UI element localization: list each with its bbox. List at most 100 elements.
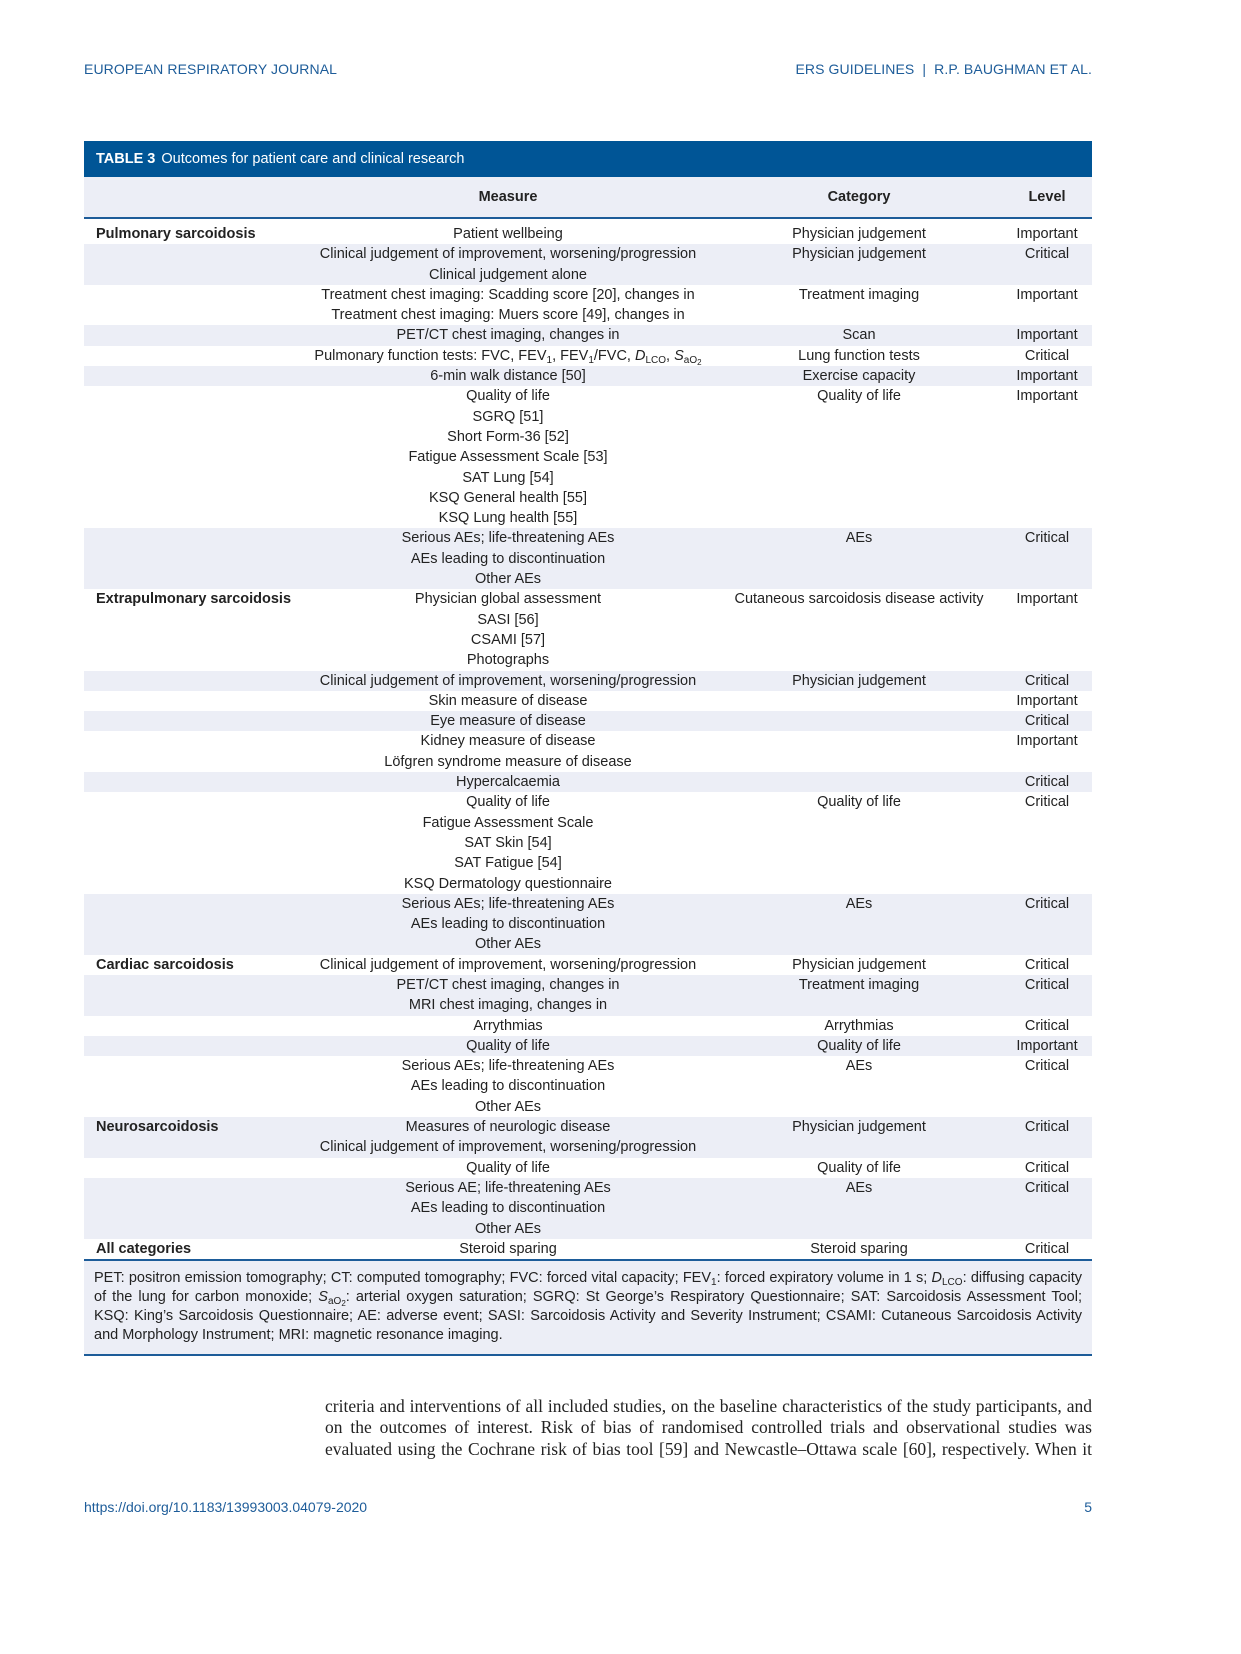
measure-line: Clinical judgement of improvement, worse… bbox=[319, 672, 697, 689]
level-cell: Important bbox=[1016, 368, 1078, 385]
level-cell: Critical bbox=[1024, 1179, 1070, 1196]
level-cell: Important bbox=[1016, 1037, 1078, 1054]
level-cell: Critical bbox=[1024, 976, 1070, 993]
measure-line: PET/CT chest imaging, changes in bbox=[396, 327, 620, 344]
table-row: Quality of life Quality of life Critical bbox=[84, 1158, 1092, 1178]
outcomes-table: TABLE 3 Outcomes for patient care and cli… bbox=[84, 141, 1092, 1357]
table-row: Neurosarcoidosis Measures of neurologic d… bbox=[84, 1117, 1092, 1158]
table-row: Extrapulmonary sarcoidosis Physician glob… bbox=[84, 589, 1092, 670]
level-cell: Critical bbox=[1024, 713, 1070, 730]
table-row: PET/CT chest imaging, changes in Scan Impo… bbox=[84, 325, 1092, 346]
category-cell: Physician judgement bbox=[792, 672, 926, 689]
measure-line: Quality of life bbox=[466, 1037, 550, 1054]
section-cell bbox=[84, 244, 300, 285]
measure-cell: Arrythmias bbox=[300, 1016, 716, 1036]
authors: R.P. BAUGHMAN ET AL. bbox=[934, 61, 1092, 77]
category-cell bbox=[716, 731, 1002, 772]
header-separator: | bbox=[922, 61, 927, 77]
level-cell: Critical bbox=[1024, 1240, 1070, 1257]
level-cell: Critical bbox=[1024, 956, 1070, 973]
measure-line: AEs leading to discontinuation bbox=[410, 916, 606, 933]
formatted-text: 1 bbox=[711, 1277, 717, 1289]
section-cell bbox=[84, 711, 300, 731]
level-cell: Critical bbox=[1024, 1058, 1070, 1075]
measure-line: AEs leading to discontinuation bbox=[410, 550, 606, 567]
level-cell: Important bbox=[1016, 226, 1078, 242]
table-row: Quality of life SGRQ [51] Short Form-36 [5… bbox=[84, 386, 1092, 528]
table-row: 6-min walk distance [50] Exercise capacit… bbox=[84, 366, 1092, 387]
level-cell: Important bbox=[1016, 591, 1078, 608]
measure-cell: Clinical judgement of improvement, worse… bbox=[300, 671, 716, 691]
level-cell: Critical bbox=[1024, 1119, 1070, 1136]
category-cell: Quality of life bbox=[817, 1159, 901, 1176]
formatted-text: S bbox=[318, 1289, 328, 1306]
measure-cell: Hypercalcaemia bbox=[300, 772, 716, 792]
measure-line: Pulmonary function tests: FVC, FEV1, FEV… bbox=[314, 347, 702, 367]
table-row: PET/CT chest imaging, changes in MRI ches… bbox=[84, 974, 1092, 1016]
section-cell: All categories bbox=[96, 1240, 192, 1257]
category-cell: Treatment imaging bbox=[798, 976, 920, 993]
table-row: Serious AE; life-threatening AEs AEs lead… bbox=[84, 1177, 1092, 1239]
level-cell: Important bbox=[1016, 286, 1078, 303]
formatted-text: S bbox=[674, 347, 684, 364]
measure-line: Other AEs bbox=[474, 1220, 542, 1237]
measure-line: Short Form-36 [52] bbox=[447, 428, 569, 445]
measure-cell: PET/CT chest imaging, changes in MRI ches… bbox=[300, 975, 716, 1016]
table-row: Quality of life Quality of life Important bbox=[84, 1035, 1092, 1057]
column-header-measure: Measure bbox=[478, 189, 538, 205]
formatted-text: 1 bbox=[588, 354, 594, 366]
measure-cell: Serious AEs; life-threatening AEs AEs lea… bbox=[300, 894, 716, 955]
measure-cell: Skin measure of disease bbox=[300, 691, 716, 711]
section-cell bbox=[84, 1036, 300, 1056]
section-cell bbox=[84, 975, 300, 1016]
level-cell: Critical bbox=[1024, 246, 1070, 263]
measure-line: Measures of neurologic disease bbox=[405, 1119, 611, 1136]
table-row: Treatment chest imaging: Scadding score … bbox=[84, 285, 1092, 326]
measure-line: Quality of life bbox=[466, 388, 550, 405]
measure-line: Photographs bbox=[466, 652, 550, 669]
measure-line: Quality of life bbox=[466, 1159, 550, 1176]
table-row: Serious AEs; life-threatening AEs AEs lea… bbox=[84, 1056, 1092, 1117]
measure-line: SAT Fatigue [54] bbox=[454, 855, 562, 872]
section-cell bbox=[84, 731, 300, 772]
measure-line: MRI chest imaging, changes in bbox=[408, 997, 608, 1014]
category-cell: Physician judgement bbox=[792, 246, 926, 263]
section-cell: Extrapulmonary sarcoidosis bbox=[96, 591, 292, 608]
measure-line: AEs leading to discontinuation bbox=[410, 1078, 606, 1095]
measure-line: Eye measure of disease bbox=[430, 713, 586, 730]
section-cell bbox=[84, 325, 300, 345]
measure-line: KSQ Dermatology questionnaire bbox=[404, 875, 612, 892]
doi-link[interactable]: https://doi.org/10.1183/13993003.04079-2… bbox=[84, 1499, 368, 1515]
section-cell bbox=[84, 671, 300, 691]
measure-cell: Steroid sparing bbox=[300, 1239, 716, 1259]
measure-line: KSQ General health [55] bbox=[429, 489, 587, 506]
category-cell: Steroid sparing bbox=[810, 1240, 908, 1257]
category-cell: Lung function tests bbox=[798, 347, 920, 364]
measure-line: Serious AEs; life-threatening AEs bbox=[401, 1058, 615, 1075]
table-row: Clinical judgement of improvement, worse… bbox=[84, 244, 1092, 285]
level-cell: Critical bbox=[1024, 774, 1070, 791]
category-cell: Cutaneous sarcoidosis disease activity bbox=[734, 591, 984, 608]
running-header: ERS GUIDELINES | R.P. BAUGHMAN ET AL. bbox=[795, 61, 1092, 77]
table-label: TABLE 3 bbox=[96, 151, 156, 167]
measure-cell: Quality of life SGRQ [51] Short Form-36 [5… bbox=[300, 386, 716, 528]
measure-cell: Patient wellbeing bbox=[300, 224, 716, 244]
measure-line: Fatigue Assessment Scale bbox=[422, 814, 594, 831]
measure-line: Fatigue Assessment Scale [53] bbox=[408, 449, 608, 466]
measure-cell: Eye measure of disease bbox=[300, 711, 716, 731]
category-cell: AEs bbox=[845, 530, 873, 547]
table-header-row: Measure Category Level bbox=[84, 177, 1092, 219]
section-cell: Pulmonary sarcoidosis bbox=[96, 226, 256, 242]
measure-cell: Treatment chest imaging: Scadding score … bbox=[300, 285, 716, 326]
measure-cell: Pulmonary function tests: FVC, FEV1, FEV… bbox=[300, 346, 716, 367]
formatted-text: D bbox=[635, 347, 646, 364]
section-cell bbox=[84, 1056, 300, 1117]
measure-line: Clinical judgement alone bbox=[429, 266, 587, 283]
category-cell: Quality of life bbox=[817, 794, 901, 811]
category-cell: Scan bbox=[842, 327, 876, 344]
measure-cell: Serious AEs; life-threatening AEs AEs lea… bbox=[300, 1056, 716, 1117]
measure-line: Physician global assessment bbox=[414, 591, 602, 608]
measure-line: Steroid sparing bbox=[459, 1240, 557, 1257]
column-header-category: Category bbox=[827, 189, 891, 205]
measure-cell: PET/CT chest imaging, changes in bbox=[300, 325, 716, 345]
